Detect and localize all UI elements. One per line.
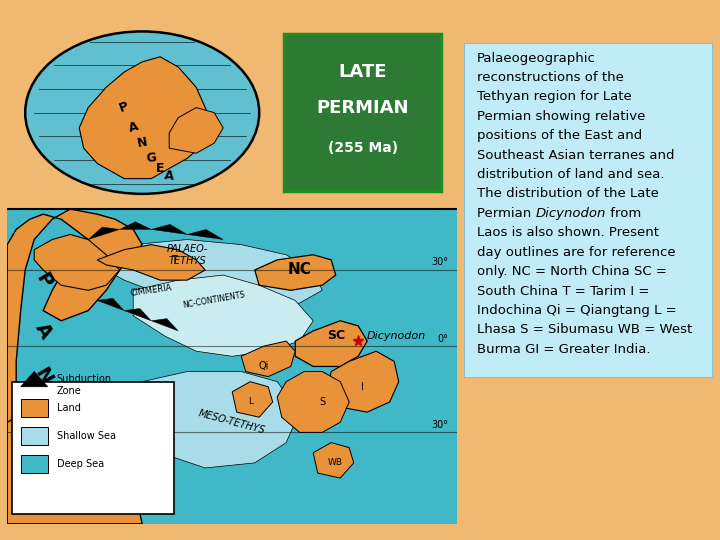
Text: Indochina Qi = Qiangtang L =: Indochina Qi = Qiangtang L =: [477, 304, 677, 317]
Text: E: E: [36, 453, 59, 474]
Polygon shape: [187, 230, 223, 240]
Text: Deep Sea: Deep Sea: [57, 459, 104, 469]
Text: only. NC = North China SC =: only. NC = North China SC =: [477, 265, 667, 278]
Polygon shape: [313, 443, 354, 478]
Text: Shallow Sea: Shallow Sea: [57, 431, 116, 441]
Bar: [21, 455, 48, 473]
Bar: [7, 209, 457, 524]
Text: 0°: 0°: [437, 334, 448, 343]
Text: NC-CONTINENTS: NC-CONTINENTS: [182, 291, 246, 310]
Polygon shape: [277, 372, 349, 433]
Text: Lhasa S = Sibumasu WB = West: Lhasa S = Sibumasu WB = West: [477, 323, 692, 336]
Text: P: P: [117, 100, 131, 115]
Text: A: A: [127, 120, 140, 136]
Text: L: L: [248, 397, 253, 407]
Text: N: N: [31, 365, 55, 388]
Bar: [7, 16, 457, 209]
Polygon shape: [120, 222, 151, 230]
Text: G: G: [145, 151, 157, 165]
Text: PALAEO-
TETHYS: PALAEO- TETHYS: [166, 244, 208, 266]
Text: P: P: [32, 269, 55, 291]
Polygon shape: [21, 372, 48, 387]
Text: NC: NC: [288, 262, 312, 278]
Text: 30°: 30°: [431, 420, 448, 430]
Text: G: G: [31, 410, 55, 434]
Polygon shape: [255, 255, 336, 291]
Polygon shape: [7, 412, 142, 524]
Polygon shape: [97, 240, 323, 310]
Text: E: E: [156, 162, 164, 175]
Text: Palaeogeographic: Palaeogeographic: [477, 52, 595, 65]
Text: A: A: [31, 320, 55, 342]
Text: SC: SC: [327, 329, 345, 342]
Text: Land: Land: [57, 403, 81, 413]
Polygon shape: [79, 57, 215, 179]
Text: PERMIAN: PERMIAN: [317, 99, 409, 117]
Polygon shape: [125, 308, 151, 321]
Text: from: from: [606, 207, 641, 220]
Polygon shape: [232, 382, 273, 417]
Polygon shape: [151, 225, 187, 234]
Polygon shape: [295, 321, 367, 367]
Polygon shape: [241, 341, 295, 376]
Bar: [21, 427, 48, 445]
Text: (255 Ma): (255 Ma): [328, 141, 397, 155]
Text: MESO-TETHYS: MESO-TETHYS: [198, 409, 266, 436]
Text: Dicynodon: Dicynodon: [367, 331, 426, 341]
Polygon shape: [169, 107, 223, 153]
Text: Dicynodon: Dicynodon: [536, 207, 606, 220]
Polygon shape: [133, 275, 313, 356]
Text: A: A: [40, 487, 64, 510]
Polygon shape: [7, 209, 142, 524]
Bar: [21, 400, 48, 417]
Text: 30°: 30°: [431, 258, 448, 267]
Text: Permian showing relative: Permian showing relative: [477, 110, 645, 123]
Text: Qi: Qi: [258, 361, 269, 372]
FancyBboxPatch shape: [284, 34, 441, 191]
Text: T: T: [171, 255, 176, 265]
Text: reconstructions of the: reconstructions of the: [477, 71, 624, 84]
Polygon shape: [327, 351, 399, 412]
Text: N: N: [136, 136, 148, 151]
Text: Permian: Permian: [477, 207, 536, 220]
Text: Southeast Asian terranes and: Southeast Asian terranes and: [477, 148, 675, 161]
Text: WB: WB: [328, 458, 343, 468]
Polygon shape: [151, 319, 179, 331]
FancyBboxPatch shape: [12, 382, 174, 514]
Text: Burma GI = Greater India.: Burma GI = Greater India.: [477, 343, 650, 356]
Text: distribution of land and sea.: distribution of land and sea.: [477, 168, 665, 181]
Text: I: I: [361, 382, 364, 392]
Text: The distribution of the Late: The distribution of the Late: [477, 187, 659, 200]
Text: South China T = Tarim I =: South China T = Tarim I =: [477, 285, 649, 298]
Text: A: A: [164, 169, 174, 183]
Text: Zone: Zone: [57, 386, 81, 396]
Text: Subduction: Subduction: [57, 374, 112, 384]
Text: LATE: LATE: [338, 63, 387, 81]
Text: S: S: [319, 397, 325, 407]
Polygon shape: [89, 227, 120, 240]
Text: CIMMERIA: CIMMERIA: [130, 283, 173, 298]
Ellipse shape: [25, 31, 259, 194]
Polygon shape: [129, 372, 300, 468]
Polygon shape: [97, 298, 125, 310]
FancyBboxPatch shape: [464, 43, 713, 378]
Text: Tethyan region for Late: Tethyan region for Late: [477, 90, 631, 103]
Text: day outlines are for reference: day outlines are for reference: [477, 246, 675, 259]
Text: positions of the East and: positions of the East and: [477, 129, 642, 142]
Polygon shape: [35, 234, 120, 291]
Text: Laos is also shown. Present: Laos is also shown. Present: [477, 226, 659, 239]
Polygon shape: [97, 245, 205, 280]
